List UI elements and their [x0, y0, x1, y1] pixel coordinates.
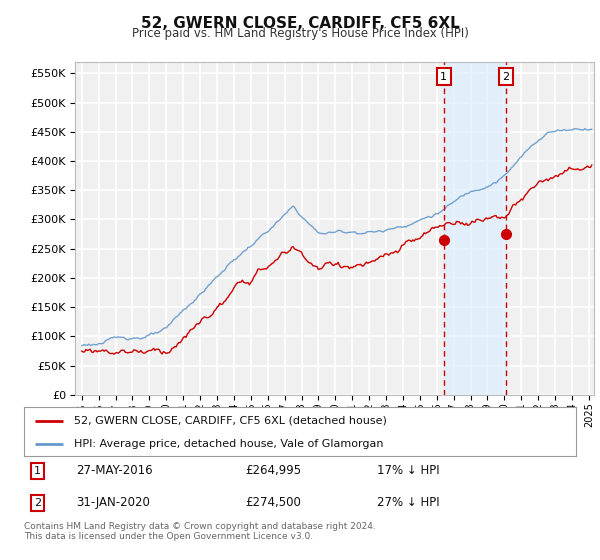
Text: £274,500: £274,500 — [245, 496, 301, 510]
Text: 31-JAN-2020: 31-JAN-2020 — [76, 496, 151, 510]
Text: 52, GWERN CLOSE, CARDIFF, CF5 6XL: 52, GWERN CLOSE, CARDIFF, CF5 6XL — [140, 16, 460, 31]
Text: 27-MAY-2016: 27-MAY-2016 — [76, 464, 153, 477]
Text: HPI: Average price, detached house, Vale of Glamorgan: HPI: Average price, detached house, Vale… — [74, 439, 383, 449]
Text: 52, GWERN CLOSE, CARDIFF, CF5 6XL (detached house): 52, GWERN CLOSE, CARDIFF, CF5 6XL (detac… — [74, 416, 386, 426]
Text: 1: 1 — [34, 466, 41, 476]
Text: Price paid vs. HM Land Registry's House Price Index (HPI): Price paid vs. HM Land Registry's House … — [131, 27, 469, 40]
Text: 2: 2 — [34, 498, 41, 508]
Text: 1: 1 — [440, 72, 447, 82]
Text: £264,995: £264,995 — [245, 464, 301, 477]
Text: 17% ↓ HPI: 17% ↓ HPI — [377, 464, 440, 477]
Bar — [444, 62, 506, 395]
Text: 27% ↓ HPI: 27% ↓ HPI — [377, 496, 440, 510]
Text: 2: 2 — [502, 72, 509, 82]
Text: Contains HM Land Registry data © Crown copyright and database right 2024.
This d: Contains HM Land Registry data © Crown c… — [24, 522, 376, 542]
